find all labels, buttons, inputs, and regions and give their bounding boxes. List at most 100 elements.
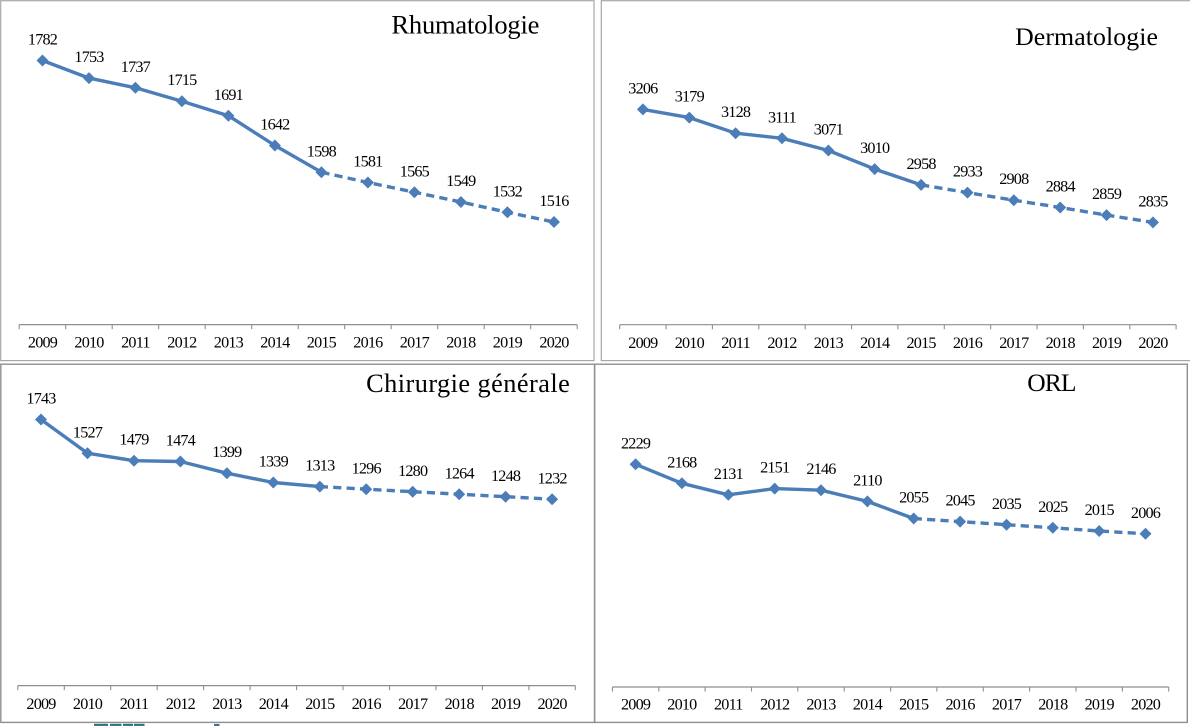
svg-text:1232: 1232 <box>538 469 568 487</box>
svg-text:2019: 2019 <box>1092 334 1122 352</box>
svg-text:2019: 2019 <box>491 695 521 713</box>
svg-text:1715: 1715 <box>167 71 197 89</box>
svg-text:2151: 2151 <box>760 459 790 477</box>
svg-text:2020: 2020 <box>1131 696 1161 714</box>
svg-text:2020: 2020 <box>1138 334 1168 352</box>
svg-text:1280: 1280 <box>398 462 428 480</box>
svg-text:ORL: ORL <box>1027 368 1076 397</box>
svg-text:1753: 1753 <box>74 48 104 66</box>
svg-text:2016: 2016 <box>352 695 382 713</box>
svg-text:Chirurgie générale: Chirurgie générale <box>366 369 570 398</box>
svg-text:Rhumatologie: Rhumatologie <box>391 10 539 40</box>
svg-text:Dermatologie: Dermatologie <box>1015 22 1158 51</box>
svg-text:2020: 2020 <box>538 695 568 713</box>
svg-text:1264: 1264 <box>445 464 475 482</box>
svg-text:3128: 3128 <box>721 103 751 121</box>
svg-text:2012: 2012 <box>760 696 790 714</box>
svg-text:2131: 2131 <box>714 465 744 483</box>
svg-text:2015: 2015 <box>1085 501 1115 519</box>
svg-text:2016: 2016 <box>953 334 983 352</box>
svg-text:2017: 2017 <box>992 696 1022 714</box>
svg-text:1399: 1399 <box>212 443 242 461</box>
svg-text:2010: 2010 <box>667 696 697 714</box>
svg-text:2015: 2015 <box>305 695 335 713</box>
svg-text:2011: 2011 <box>120 695 149 713</box>
svg-text:1565: 1565 <box>400 162 430 180</box>
svg-text:1479: 1479 <box>119 431 149 449</box>
svg-text:2014: 2014 <box>853 696 883 714</box>
svg-text:2859: 2859 <box>1092 185 1122 203</box>
svg-text:2018: 2018 <box>1046 334 1076 352</box>
svg-text:1581: 1581 <box>353 153 383 171</box>
svg-text:2835: 2835 <box>1138 193 1168 211</box>
svg-text:2011: 2011 <box>714 696 743 714</box>
svg-text:2010: 2010 <box>73 695 103 713</box>
svg-text:2025: 2025 <box>1038 498 1068 516</box>
svg-text:2010: 2010 <box>675 334 705 352</box>
svg-text:2016: 2016 <box>353 334 383 352</box>
svg-text:2908: 2908 <box>999 170 1029 188</box>
svg-text:1782: 1782 <box>28 31 58 49</box>
svg-text:2009: 2009 <box>621 696 651 714</box>
svg-text:2016: 2016 <box>946 696 976 714</box>
svg-text:2018: 2018 <box>445 695 475 713</box>
svg-text:2019: 2019 <box>493 334 523 352</box>
svg-text:2017: 2017 <box>999 334 1029 352</box>
svg-text:1532: 1532 <box>493 182 523 200</box>
svg-text:2958: 2958 <box>907 155 937 173</box>
svg-text:2015: 2015 <box>307 334 337 352</box>
svg-text:2013: 2013 <box>212 695 242 713</box>
svg-text:2013: 2013 <box>814 334 844 352</box>
svg-text:2020: 2020 <box>539 334 569 352</box>
svg-text:2146: 2146 <box>806 460 836 478</box>
svg-text:2014: 2014 <box>860 334 890 352</box>
svg-text:2884: 2884 <box>1046 178 1076 196</box>
svg-text:2110: 2110 <box>853 471 882 489</box>
svg-text:3071: 3071 <box>814 121 844 139</box>
svg-text:3206: 3206 <box>628 80 658 98</box>
svg-text:2013: 2013 <box>214 334 244 352</box>
svg-text:2014: 2014 <box>260 334 290 352</box>
svg-text:2012: 2012 <box>166 695 196 713</box>
svg-text:1691: 1691 <box>214 86 244 104</box>
svg-text:2015: 2015 <box>907 334 937 352</box>
svg-text:2018: 2018 <box>446 334 476 352</box>
svg-text:2017: 2017 <box>400 334 430 352</box>
svg-text:2014: 2014 <box>259 695 289 713</box>
svg-text:2055: 2055 <box>899 489 929 507</box>
svg-text:2019: 2019 <box>1085 696 1115 714</box>
svg-text:3179: 3179 <box>675 88 705 106</box>
svg-text:2229: 2229 <box>621 434 651 452</box>
svg-text:1598: 1598 <box>307 142 337 160</box>
svg-text:1474: 1474 <box>166 432 196 450</box>
svg-text:2006: 2006 <box>1131 504 1161 522</box>
svg-text:2933: 2933 <box>953 163 983 181</box>
svg-text:1743: 1743 <box>26 390 56 408</box>
svg-text:1516: 1516 <box>539 192 569 210</box>
svg-text:3111: 3111 <box>768 108 797 126</box>
svg-text:3010: 3010 <box>860 139 890 157</box>
svg-text:2015: 2015 <box>899 696 929 714</box>
svg-text:1549: 1549 <box>446 172 476 190</box>
svg-text:2035: 2035 <box>992 495 1022 513</box>
svg-text:2009: 2009 <box>26 695 56 713</box>
svg-text:1248: 1248 <box>491 467 521 485</box>
svg-text:2009: 2009 <box>28 334 58 352</box>
svg-text:1642: 1642 <box>260 116 290 134</box>
svg-text:1339: 1339 <box>259 453 289 471</box>
svg-text:1313: 1313 <box>305 457 335 475</box>
svg-text:2012: 2012 <box>767 334 797 352</box>
svg-text:2013: 2013 <box>806 696 836 714</box>
svg-text:1296: 1296 <box>352 459 382 477</box>
svg-text:2017: 2017 <box>398 695 428 713</box>
svg-text:2011: 2011 <box>121 334 150 352</box>
svg-text:2045: 2045 <box>946 492 976 510</box>
svg-text:2009: 2009 <box>628 334 658 352</box>
svg-text:2012: 2012 <box>167 334 197 352</box>
svg-text:2018: 2018 <box>1038 696 1068 714</box>
svg-text:1527: 1527 <box>73 423 103 441</box>
svg-text:2168: 2168 <box>667 453 697 471</box>
svg-text:2010: 2010 <box>74 334 104 352</box>
svg-text:1737: 1737 <box>121 58 151 76</box>
svg-text:2011: 2011 <box>721 334 750 352</box>
